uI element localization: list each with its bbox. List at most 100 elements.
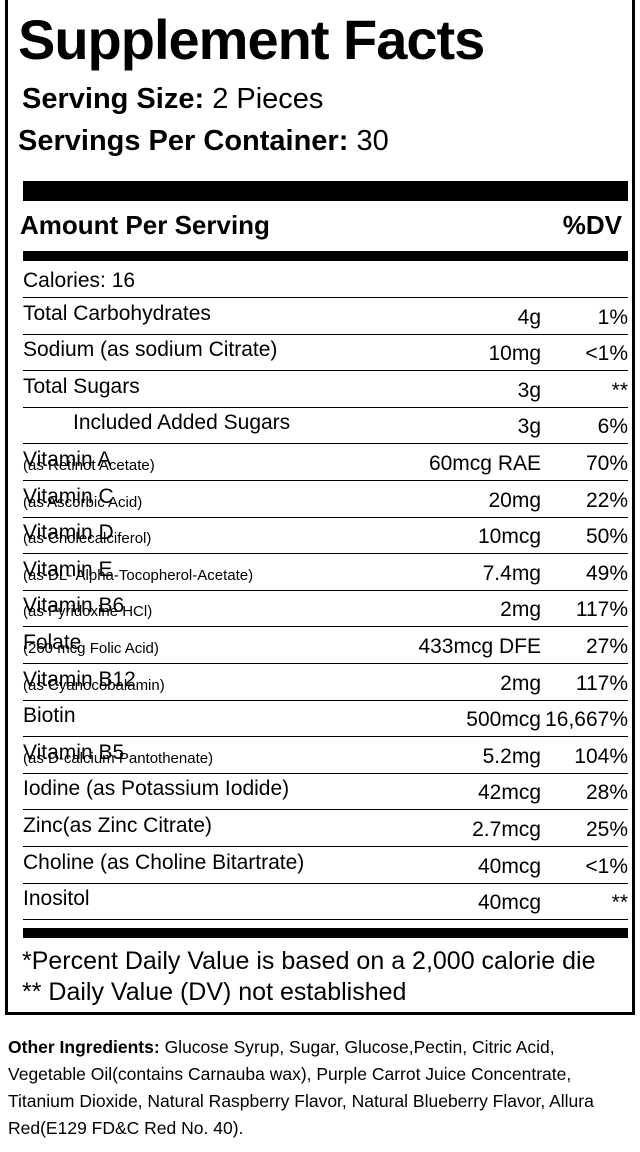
name: Folate <box>23 631 82 654</box>
amount: 40mcg <box>477 891 541 915</box>
daily-value: ** <box>611 378 628 402</box>
calories-row: Calories: 16 <box>23 261 628 298</box>
daily-value: 117% <box>575 598 628 622</box>
nutrient-name: Vitamin C (as Ascorbic Acid) <box>23 485 143 513</box>
daily-value: 1% <box>597 305 628 329</box>
nutrient-row: Vitamin E (as DL- Alpha-Tocopherol-Aceta… <box>23 554 628 591</box>
amount: 500mcg <box>466 708 541 732</box>
amount: 2.7mcg <box>472 818 541 841</box>
nutrient-name: Vitamin B6 (as Pyridoxine HCl) <box>23 594 152 622</box>
nutrient-name: Vitamin D (as Cholecalciferol) <box>23 521 152 549</box>
nutrient-name: Vitamin E (as DL- Alpha-Tocopherol-Aceta… <box>23 558 254 586</box>
name: Iodine (as Potassium Iodide) <box>23 777 290 801</box>
nutrient-row: Total Carbohydrates 4g 1% <box>23 298 628 335</box>
daily-value: <1% <box>585 854 628 878</box>
daily-value: 16,667% <box>545 708 628 732</box>
nutrient-row: Sodium (as sodium Citrate) 10mg <1% <box>23 334 628 372</box>
amount: 60mcg RAE <box>428 452 541 475</box>
name: Sodium (as sodium Citrate) <box>23 338 278 362</box>
amount: 5.2mg <box>482 744 541 768</box>
note: (as DL- Alpha-Tocopherol-Acetate) <box>23 566 254 584</box>
name: Total Carbohydrates <box>23 301 211 325</box>
dv-header: %DV <box>562 210 622 240</box>
amount: 3g <box>517 378 541 402</box>
daily-value: 70% <box>585 452 628 475</box>
note: (as Cyanocobalamin) <box>23 676 165 694</box>
nutrient-row: Included Added Sugars 3g 6% <box>23 407 628 445</box>
nutrient-row: Total Sugars 3g ** <box>23 371 628 408</box>
value: 2 Pieces <box>212 83 324 115</box>
thick-rule <box>23 928 628 938</box>
name: Inositol <box>23 887 90 911</box>
name: Included Added Sugars <box>73 411 291 435</box>
nutrient-name: Folate (260 mcg Folic Acid) <box>23 631 159 659</box>
note: (as D-calcium Pantothenate) <box>23 749 214 767</box>
thick-rule <box>23 181 628 201</box>
name: Zinc(as Zinc Citrate) <box>23 814 213 837</box>
nutrient-name: Vitamin A (as Retinot Acetate) <box>23 448 155 476</box>
name: Biotin <box>23 704 76 728</box>
amount: 433mcg DFE <box>418 635 541 658</box>
amount: 20mg <box>488 488 541 512</box>
servings-per-container: Servings Per Container: 30 <box>18 125 389 158</box>
amount: 7.4mg <box>482 561 541 585</box>
calories: Calories: 16 <box>23 269 136 292</box>
nutrient-row: Vitamin A (as Retinot Acetate) 60mcg RAE 7… <box>23 444 628 481</box>
daily-value: 117% <box>575 671 628 695</box>
daily-value: 49% <box>585 561 628 585</box>
nutrient-row: Vitamin D (as Cholecalciferol) 10mcg 50% <box>23 517 628 555</box>
text: Glucose Syrup, Sugar, Glucose,Pectin, Ci… <box>8 1037 594 1138</box>
name: Vitamin A <box>23 448 112 471</box>
name: Vitamin E <box>23 557 113 581</box>
nutrient-row: Vitamin C (as Ascorbic Acid) 20mg 22% <box>23 481 628 518</box>
amount: 3g <box>517 415 541 439</box>
daily-value: 104% <box>574 744 628 768</box>
daily-value: ** <box>611 891 628 915</box>
amount: 4g <box>517 305 541 329</box>
nutrient-row: Vitamin B5 (as D-calcium Pantothenate) 5.… <box>23 737 628 774</box>
amount: 2mg <box>500 671 541 695</box>
note: (as Ascorbic Acid) <box>23 493 143 511</box>
nutrient-row: Vitamin B6 (as Pyridoxine HCl) 2mg 117% <box>23 590 628 628</box>
name: Vitamin B12 <box>23 667 136 691</box>
name: Vitamin B5 <box>23 740 125 764</box>
serving-size: Serving Size: 2 Pieces <box>22 83 323 116</box>
name: Choline (as Choline Bitartrate) <box>23 850 305 874</box>
nutrient-row: Inositol 40mcg ** <box>23 883 628 921</box>
amount: 10mg <box>488 342 541 366</box>
name: Vitamin C <box>23 484 114 508</box>
label: Serving Size: <box>22 83 205 115</box>
nutrient-row: Biotin 500mcg 16,667% <box>23 700 628 738</box>
note: (260 mcg Folic Acid) <box>23 640 159 657</box>
daily-value: 27% <box>585 635 628 658</box>
daily-value: 22% <box>585 488 628 512</box>
note: (as Cholecalciferol) <box>23 530 152 548</box>
amount: 10mcg <box>477 525 541 549</box>
daily-value: 28% <box>585 781 628 805</box>
amount: 42mcg <box>477 781 541 805</box>
nutrient-row: Iodine (as Potassium Iodide) 42mcg 28% <box>23 773 628 811</box>
daily-value: 25% <box>585 818 628 841</box>
name: Vitamin D <box>23 521 114 545</box>
amount: 40mcg <box>477 854 541 878</box>
nutrient-row: Choline (as Choline Bitartrate) 40mcg <1% <box>23 847 628 884</box>
label: Servings Per Container: <box>18 125 349 157</box>
nutrient-row: Vitamin B12 (as Cyanocobalamin) 2mg 117% <box>23 664 628 701</box>
thick-rule <box>23 251 628 261</box>
other-ingredients: Other Ingredients: Glucose Syrup, Sugar,… <box>8 1034 634 1142</box>
label: Other Ingredients: <box>8 1037 160 1057</box>
daily-value: 50% <box>585 525 628 549</box>
facts-panel: Supplement Facts Serving Size: 2 Pieces … <box>5 0 635 1015</box>
daily-value: <1% <box>585 342 628 366</box>
nutrient-name: Vitamin B12 (as Cyanocobalamin) <box>23 668 165 696</box>
daily-value: 6% <box>597 415 628 439</box>
nutrient-row: Zinc(as Zinc Citrate) 2.7mcg 25% <box>23 810 628 847</box>
value: 30 <box>356 125 389 157</box>
footnote: *Percent Daily Value is based on a 2,000… <box>22 947 596 975</box>
nutrient-name: Vitamin B5 (as D-calcium Pantothenate) <box>23 741 214 769</box>
nutrient-row: Folate (260 mcg Folic Acid) 433mcg DFE 27% <box>23 627 628 664</box>
name: Vitamin B6 <box>23 594 125 618</box>
amount: 2mg <box>500 598 541 622</box>
footnote: ** Daily Value (DV) not established <box>22 978 407 1006</box>
